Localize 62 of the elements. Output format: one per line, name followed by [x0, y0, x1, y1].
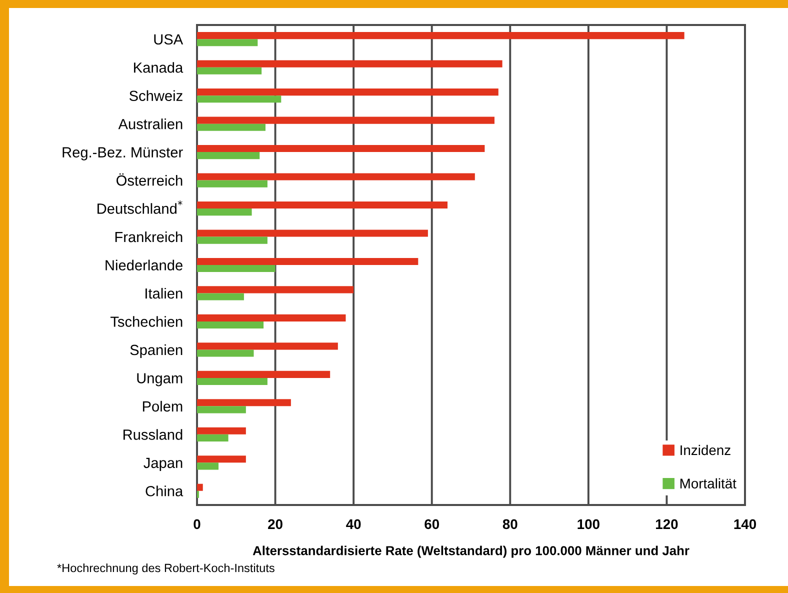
x-tick-label: 60	[424, 519, 440, 530]
y-tick-label: Österreich	[116, 173, 182, 186]
bar	[197, 32, 684, 40]
bar	[197, 286, 354, 294]
bar	[197, 378, 268, 385]
bar	[197, 265, 276, 272]
bar	[197, 60, 502, 68]
legend-label: Inzidenz	[680, 444, 730, 456]
bar	[197, 67, 262, 74]
bar	[197, 230, 428, 237]
x-axis-title: Altersstandardisierte Rate (Weltstandard) pro 100.000 Männer und Jahr	[252, 546, 690, 558]
y-tick-label: Italien	[146, 288, 182, 299]
y-tick-label: Reg.-Bez. Münster	[62, 147, 183, 160]
bar	[197, 456, 246, 463]
y-tick-label: Australien	[118, 118, 182, 130]
text: *Hochrechnung des Robert-Koch-Instituts	[57, 563, 274, 575]
bar	[197, 173, 475, 180]
bar	[197, 321, 264, 329]
x-tick-label: 120	[656, 519, 678, 530]
x-tick-label: 140	[734, 519, 756, 530]
bar	[197, 434, 228, 442]
bar	[197, 145, 485, 152]
y-tick-label: Deutschland$^{*}$	[98, 200, 182, 214]
bar	[197, 236, 268, 244]
bar	[197, 314, 346, 322]
y-tick-label: Ungam	[137, 373, 182, 386]
x-tick-label: 0	[194, 519, 200, 530]
y-tick-label: Frankreich	[115, 231, 182, 242]
bar	[197, 406, 246, 414]
bar	[197, 370, 330, 378]
bar	[197, 39, 258, 46]
x-tick-label: 100	[578, 519, 600, 530]
y-tick-label: Polem	[142, 400, 182, 412]
y-tick-label: Kanada	[134, 62, 184, 73]
bar	[197, 484, 203, 491]
x-tick-label: 80	[502, 519, 518, 530]
bar	[197, 399, 291, 406]
y-tick-label: Tschechien	[110, 316, 182, 327]
bar	[197, 342, 338, 350]
y-tick-label: Schweiz	[129, 90, 182, 102]
y-tick-label: USA	[154, 34, 184, 45]
bar	[197, 293, 244, 300]
x-tick-label: 40	[346, 519, 361, 530]
y-tick-label: China	[146, 486, 184, 496]
bar	[197, 258, 418, 265]
y-tick-label: Japan	[144, 458, 182, 471]
bar	[197, 88, 498, 96]
bar	[197, 208, 252, 216]
bar	[197, 124, 266, 131]
bar	[197, 116, 494, 124]
y-tick-label: Niederlande	[106, 260, 182, 270]
bar	[197, 152, 260, 160]
bar	[197, 462, 219, 470]
x-tick-label: 20	[268, 519, 282, 530]
bar	[197, 96, 282, 103]
y-tick-label: Russland	[124, 429, 182, 440]
bar	[197, 201, 448, 209]
bar	[197, 180, 268, 188]
bar	[197, 350, 254, 357]
y-tick-label: Spanien	[130, 344, 182, 358]
legend-label: Mortalität	[680, 478, 736, 488]
bar	[197, 427, 246, 434]
